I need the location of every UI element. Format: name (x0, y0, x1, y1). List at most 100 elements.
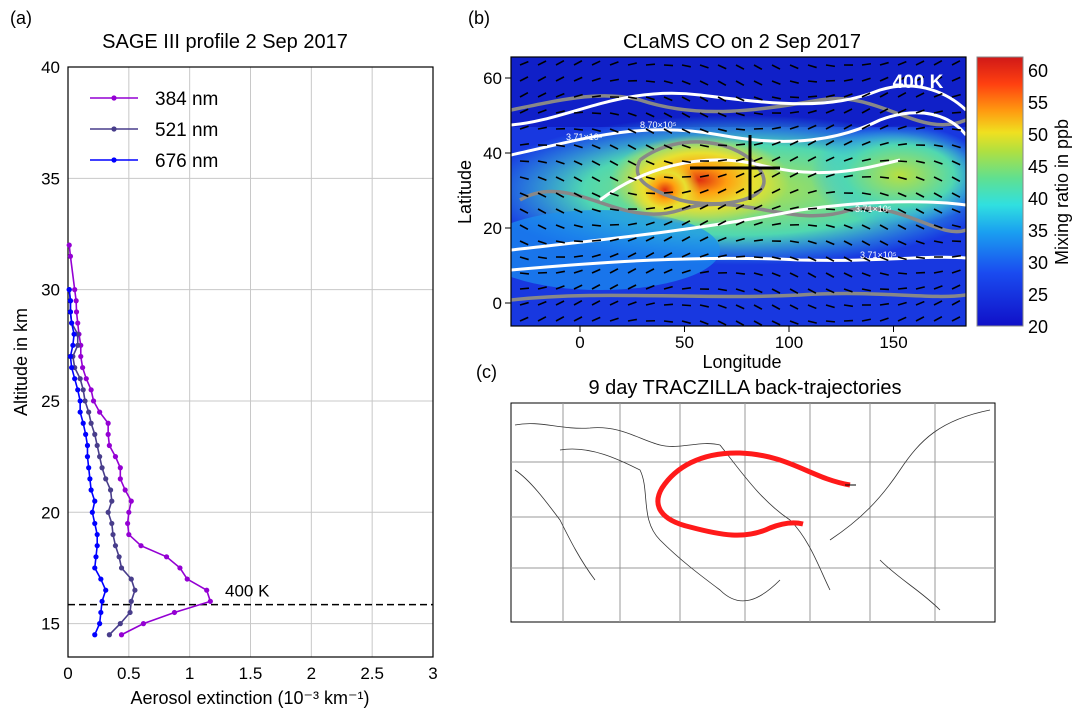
wind-arrow (915, 75, 925, 82)
wind-arrow (933, 208, 943, 214)
wind-arrow (807, 140, 817, 146)
wind-arrow (699, 219, 709, 226)
wind-arrow (843, 78, 853, 82)
wind-arrow (555, 270, 565, 274)
wind-arrow (807, 256, 817, 262)
wind-arrow (609, 128, 619, 133)
wind-arrow (897, 92, 907, 98)
wind-arrow (879, 317, 889, 322)
wind-arrow (951, 224, 961, 228)
data-point (75, 342, 81, 348)
wind-arrow (735, 96, 745, 102)
data-point (128, 576, 134, 582)
data-point (67, 253, 74, 259)
wind-arrow (537, 160, 547, 164)
wind-arrow (753, 288, 763, 294)
wind-arrow (915, 300, 925, 306)
wind-arrow (753, 156, 763, 162)
wind-arrow (879, 192, 889, 197)
wind-arrow (861, 192, 872, 196)
wind-arrow (555, 144, 566, 148)
wind-arrow (861, 288, 871, 292)
data-point (125, 520, 131, 527)
wind-arrow (717, 144, 728, 147)
wind-arrow (699, 112, 709, 118)
wind-arrow (843, 108, 853, 114)
wind-arrow (627, 318, 638, 322)
wind-arrow (897, 287, 908, 290)
wind-arrow (879, 61, 889, 66)
wind-arrow (897, 60, 907, 66)
wind-arrow (825, 64, 836, 68)
y-tick-label: 0 (493, 294, 502, 313)
wind-arrow (573, 144, 583, 149)
wind-arrow (861, 124, 871, 130)
colorbar-tick-label: 40 (1028, 189, 1048, 209)
wind-arrow (645, 268, 655, 274)
wind-arrow (879, 302, 890, 306)
wind-arrow (753, 221, 763, 226)
wind-arrow (537, 75, 547, 82)
wind-arrow (717, 173, 727, 178)
wind-arrow (609, 268, 619, 274)
wind-arrow (807, 240, 817, 245)
data-point (105, 431, 111, 437)
x-tick-label: 0.5 (117, 664, 141, 683)
wind-arrow (825, 156, 835, 162)
wind-arrow (699, 270, 710, 274)
wind-arrow (645, 176, 655, 180)
wind-arrow (843, 288, 853, 293)
wind-arrow (519, 60, 529, 66)
data-point (106, 442, 112, 449)
wind-arrow (699, 236, 709, 242)
panel-b-ylabel: Latitude (455, 160, 475, 224)
y-tick-label: 15 (41, 615, 60, 634)
wind-arrow (951, 93, 961, 98)
y-tick-label: 40 (41, 58, 60, 77)
wind-arrow (789, 64, 799, 70)
wind-arrow (573, 284, 583, 290)
wind-arrow (951, 192, 961, 198)
wind-arrow (861, 107, 871, 114)
panel-a-label: (a) (10, 8, 32, 28)
wind-arrow (519, 240, 529, 246)
wind-arrow (915, 208, 925, 215)
wind-arrow (591, 208, 601, 213)
wind-arrow (681, 144, 691, 149)
wind-arrow (699, 189, 709, 194)
data-point (84, 454, 91, 460)
x-tick-label: 3 (428, 664, 437, 683)
wind-arrow (789, 256, 799, 261)
wind-arrow (843, 240, 853, 246)
wind-arrow (555, 60, 565, 66)
wind-arrow (789, 96, 800, 99)
x-tick-label: 2 (307, 664, 316, 683)
wind-arrow (735, 255, 746, 258)
data-point (77, 409, 83, 415)
data-point (94, 543, 100, 549)
wind-arrow (753, 256, 764, 259)
wind-arrow (771, 171, 781, 178)
wind-arrow (753, 320, 763, 326)
wind-arrow (933, 285, 943, 290)
wind-arrow (753, 272, 763, 277)
wind-arrow (555, 176, 565, 182)
wind-arrow (663, 112, 673, 118)
wind-arrow (951, 60, 961, 66)
wind-arrow (933, 270, 943, 274)
wind-arrow (555, 208, 565, 214)
wind-arrow (753, 188, 763, 194)
wind-arrow (735, 157, 745, 162)
wind-arrow (843, 123, 853, 130)
wind-arrow (951, 144, 961, 149)
data-point (204, 587, 210, 593)
wind-arrow (645, 206, 656, 210)
wind-arrow (843, 157, 853, 162)
wind-arrow (663, 285, 673, 290)
wind-arrow (753, 239, 764, 242)
wind-arrow (699, 96, 709, 103)
data-point (94, 442, 100, 449)
coastlines (514, 409, 991, 611)
wind-arrow (627, 252, 637, 258)
data-point (72, 287, 78, 293)
